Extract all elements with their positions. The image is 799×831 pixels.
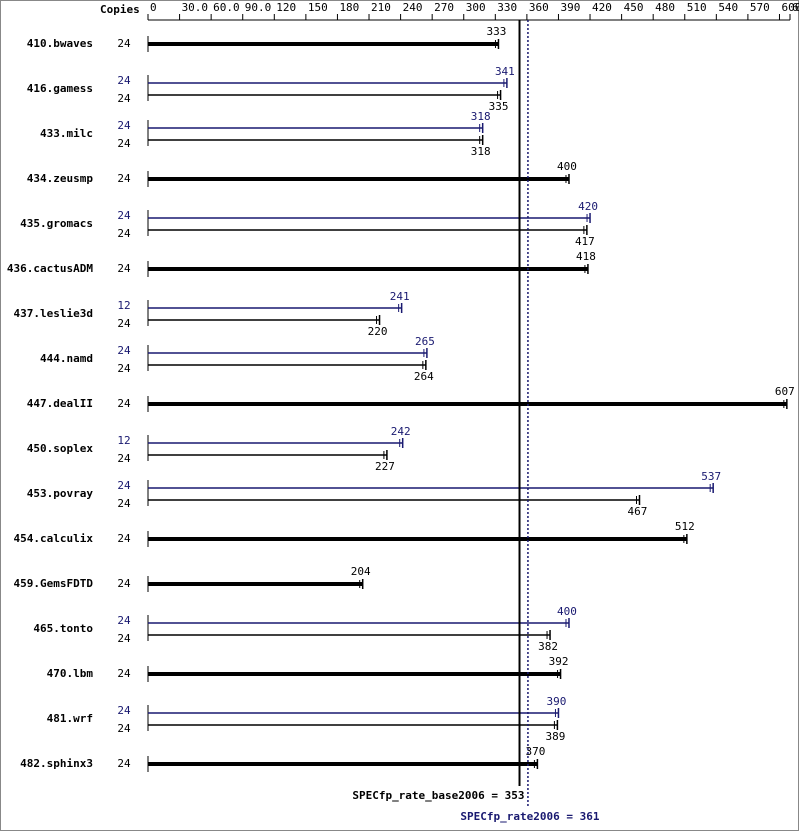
value-label: 264 (414, 370, 434, 383)
benchmark-name: 470.lbm (47, 667, 94, 680)
value-label: 318 (471, 110, 491, 123)
x-tick-label: 390 (560, 1, 580, 14)
x-tick-label: 570 (750, 1, 770, 14)
copies: 24 (117, 137, 131, 150)
copies: 24 (117, 92, 131, 105)
copies: 24 (117, 74, 131, 87)
x-tick-label: 450 (624, 1, 644, 14)
benchmark-name: 416.gamess (27, 82, 93, 95)
reference-label: SPECfp_rate2006 = 361 (460, 810, 599, 823)
x-tick-label: 270 (434, 1, 454, 14)
x-tick-label: 360 (529, 1, 549, 14)
copies: 24 (117, 262, 131, 275)
x-tick-label: 90.0 (245, 1, 272, 14)
benchmark-name: 447.dealII (27, 397, 93, 410)
x-tick-label: 480 (655, 1, 675, 14)
value-label: 204 (351, 565, 371, 578)
x-tick-label: 420 (592, 1, 612, 14)
copies: 24 (117, 397, 131, 410)
value-label: 227 (375, 460, 395, 473)
value-label: 420 (578, 200, 598, 213)
copies: 24 (117, 497, 131, 510)
benchmark-name: 459.GemsFDTD (14, 577, 94, 590)
copies: 24 (117, 757, 131, 770)
copies: 24 (117, 452, 131, 465)
value-label: 607 (775, 385, 795, 398)
reference-label: SPECfp_rate_base2006 = 353 (352, 789, 524, 802)
copies: 24 (117, 227, 131, 240)
value-label: 537 (701, 470, 721, 483)
x-tick-label: 240 (403, 1, 423, 14)
value-label: 333 (487, 25, 507, 38)
benchmark-name: 453.povray (27, 487, 94, 500)
x-tick-label: 210 (371, 1, 391, 14)
x-tick-label: 30.0 (182, 1, 209, 14)
value-label: 400 (557, 605, 577, 618)
benchmark-name: 437.leslie3d (14, 307, 93, 320)
benchmark-name: 454.calculix (14, 532, 94, 545)
copies: 24 (117, 362, 131, 375)
benchmark-name: 444.namd (40, 352, 93, 365)
copies: 24 (117, 37, 131, 50)
copies-header: Copies (100, 3, 140, 16)
value-label: 335 (489, 100, 509, 113)
benchmark-name: 450.soplex (27, 442, 94, 455)
value-label: 370 (525, 745, 545, 758)
copies: 24 (117, 532, 131, 545)
value-label: 392 (549, 655, 569, 668)
value-label: 417 (575, 235, 595, 248)
copies: 24 (117, 667, 131, 680)
copies: 24 (117, 209, 131, 222)
benchmark-name: 481.wrf (47, 712, 93, 725)
benchmark-name: 410.bwaves (27, 37, 93, 50)
copies: 12 (117, 299, 130, 312)
benchmark-name: 433.milc (40, 127, 93, 140)
copies: 24 (117, 632, 131, 645)
copies: 24 (117, 479, 131, 492)
x-tick-label: 180 (339, 1, 359, 14)
copies: 24 (117, 577, 131, 590)
value-label: 318 (471, 145, 491, 158)
value-label: 220 (368, 325, 388, 338)
benchmark-name: 465.tonto (33, 622, 93, 635)
value-label: 418 (576, 250, 596, 263)
value-label: 390 (547, 695, 567, 708)
copies: 24 (117, 172, 131, 185)
x-tick-label: 300 (466, 1, 486, 14)
copies: 24 (117, 344, 131, 357)
benchmark-name: 436.cactusADM (7, 262, 93, 275)
x-tick-label: 330 (497, 1, 517, 14)
value-label: 382 (538, 640, 558, 653)
x-tick-label: 510 (687, 1, 707, 14)
value-label: 341 (495, 65, 515, 78)
benchmark-name: 434.zeusmp (27, 172, 94, 185)
x-tick-label: 150 (308, 1, 328, 14)
copies: 24 (117, 704, 131, 717)
value-label: 400 (557, 160, 577, 173)
copies: 24 (117, 722, 131, 735)
x-tick-label: 120 (276, 1, 296, 14)
value-label: 242 (391, 425, 411, 438)
x-tick-label: 0 (150, 1, 157, 14)
benchmark-name: 435.gromacs (20, 217, 93, 230)
x-tick-label: 600 (781, 1, 799, 14)
copies: 24 (117, 317, 131, 330)
x-tick-label: 60.0 (213, 1, 240, 14)
value-label: 467 (628, 505, 648, 518)
copies: 12 (117, 434, 130, 447)
value-label: 512 (675, 520, 695, 533)
value-label: 389 (545, 730, 565, 743)
value-label: 241 (390, 290, 410, 303)
copies: 24 (117, 614, 131, 627)
benchmark-name: 482.sphinx3 (20, 757, 93, 770)
copies: 24 (117, 119, 131, 132)
value-label: 265 (415, 335, 435, 348)
x-tick-label: 610 (792, 1, 799, 14)
x-tick-label: 540 (718, 1, 738, 14)
